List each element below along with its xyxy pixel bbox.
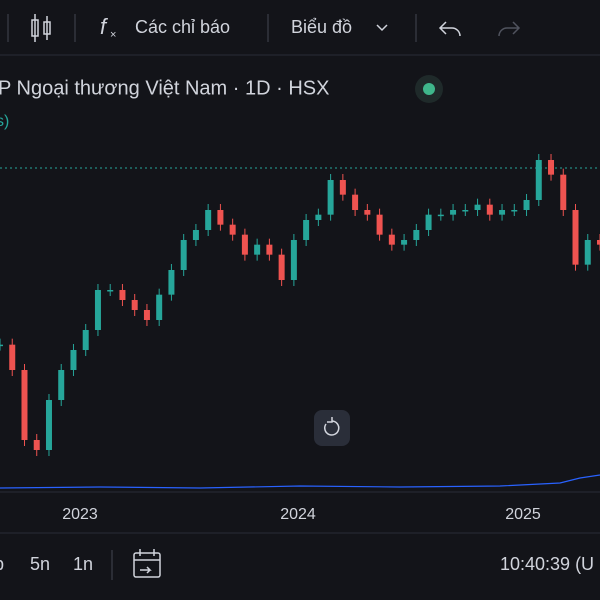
candle-body bbox=[315, 214, 322, 220]
symbol-title: P Ngoại thương Việt Nam · 1D · HSX bbox=[0, 77, 329, 99]
candle-body bbox=[474, 204, 481, 210]
candle-body bbox=[548, 160, 555, 175]
candle-body bbox=[339, 180, 346, 195]
candle-body bbox=[303, 220, 310, 240]
candle-body bbox=[94, 290, 101, 330]
range-button[interactable]: 5n bbox=[30, 554, 50, 574]
volume-ma bbox=[0, 474, 600, 489]
reset-button[interactable] bbox=[314, 410, 350, 446]
candle-body bbox=[535, 160, 542, 200]
candle-body bbox=[33, 440, 40, 450]
candle-body bbox=[58, 370, 65, 400]
subtitle: s) bbox=[0, 113, 9, 130]
candle-body bbox=[327, 180, 334, 215]
candle-body bbox=[119, 290, 126, 300]
candle-body bbox=[376, 214, 383, 235]
reset-icon bbox=[324, 417, 340, 436]
dropdown-icon bbox=[376, 24, 388, 32]
candle-body bbox=[560, 174, 567, 210]
candle-body bbox=[499, 210, 506, 215]
candle-body bbox=[450, 210, 457, 215]
candle-body bbox=[229, 224, 236, 235]
x-label: 2024 bbox=[280, 506, 316, 523]
candle-body bbox=[45, 400, 52, 450]
candle-body bbox=[192, 230, 199, 240]
candle-body bbox=[413, 230, 420, 240]
fx-icon: × bbox=[110, 29, 116, 41]
candle-body bbox=[572, 210, 579, 265]
candle-body bbox=[597, 240, 600, 245]
candle-body bbox=[70, 350, 77, 370]
candle-body bbox=[364, 210, 371, 215]
candle-body bbox=[131, 300, 138, 310]
candle-body bbox=[0, 344, 3, 347]
status-dot bbox=[423, 83, 435, 95]
candle-body bbox=[388, 234, 395, 245]
candle-body bbox=[401, 240, 408, 245]
fx-icon[interactable]: f bbox=[100, 14, 109, 39]
undo-button[interactable] bbox=[438, 21, 461, 37]
candle-body bbox=[523, 200, 530, 210]
goto-date-button[interactable] bbox=[133, 549, 161, 578]
candle-body bbox=[462, 210, 469, 212]
candles bbox=[0, 154, 600, 456]
indicators-button[interactable]: Các chỉ báo bbox=[135, 17, 230, 37]
candle-body bbox=[180, 240, 187, 270]
candle-body bbox=[425, 214, 432, 230]
candle-body bbox=[278, 254, 285, 280]
candle-body bbox=[437, 214, 444, 217]
candle-body bbox=[511, 210, 518, 212]
candle-body bbox=[205, 210, 212, 230]
candle-body bbox=[266, 244, 273, 255]
candle-body bbox=[241, 234, 248, 255]
range-button[interactable]: p bbox=[0, 554, 4, 574]
candle-body bbox=[352, 194, 359, 210]
candle-body bbox=[9, 344, 16, 370]
candle-body bbox=[143, 310, 150, 320]
redo-button[interactable] bbox=[498, 21, 521, 37]
range-button[interactable]: 1n bbox=[73, 554, 93, 574]
candle-body bbox=[21, 370, 28, 440]
candle-body bbox=[217, 210, 224, 225]
x-label: 2025 bbox=[505, 506, 541, 523]
candle-body bbox=[584, 240, 591, 265]
candle-icon[interactable] bbox=[31, 14, 51, 42]
candle-body bbox=[82, 330, 89, 350]
candle-body bbox=[290, 240, 297, 280]
candle-body bbox=[156, 294, 163, 320]
x-label: 2023 bbox=[62, 506, 98, 523]
candle-body bbox=[254, 244, 261, 255]
clock: 10:40:39 (U bbox=[500, 554, 594, 574]
candle-body bbox=[168, 270, 175, 295]
chart-type-button[interactable]: Biểu đồ bbox=[291, 17, 352, 37]
candle-body bbox=[107, 290, 114, 292]
candle-body bbox=[486, 204, 493, 215]
